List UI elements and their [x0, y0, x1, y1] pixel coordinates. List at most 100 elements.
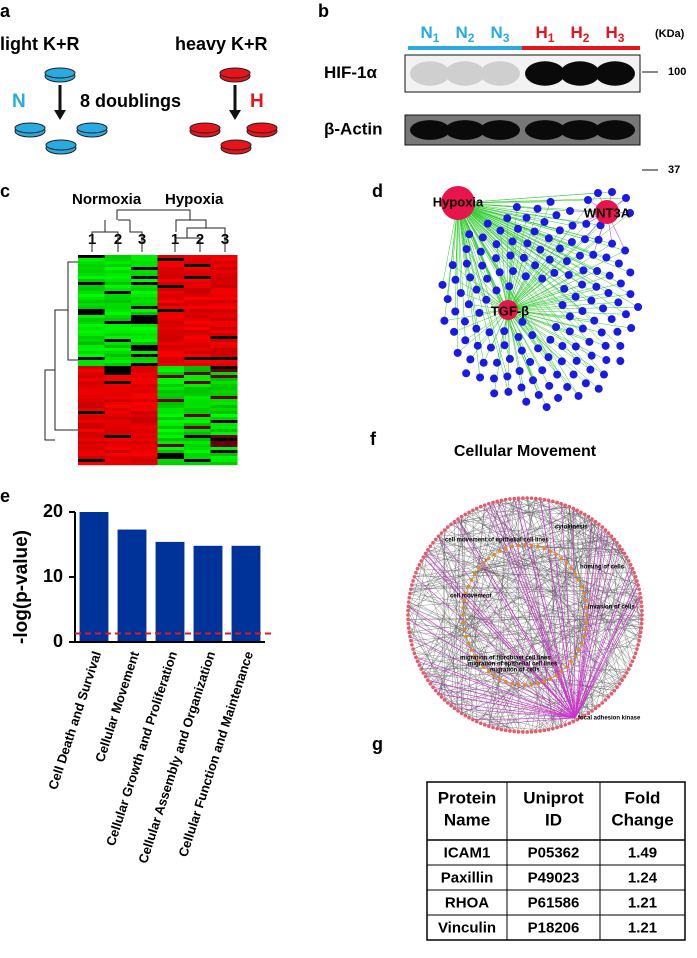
heatmap-cell — [131, 381, 158, 385]
node — [462, 598, 467, 603]
heatmap-cell — [184, 303, 211, 307]
edge — [430, 518, 593, 684]
node — [548, 549, 553, 553]
heatmap-cell — [184, 423, 211, 427]
node — [503, 497, 508, 502]
node — [431, 685, 435, 690]
heatmap-cell — [210, 306, 238, 310]
heatmap-cell — [104, 342, 132, 346]
edge — [535, 498, 572, 662]
edge — [408, 601, 465, 630]
node — [478, 721, 483, 726]
node — [408, 634, 412, 639]
heatmap-cell — [184, 276, 211, 280]
node — [564, 665, 569, 669]
node — [419, 559, 424, 563]
node — [428, 544, 433, 549]
node — [583, 598, 588, 603]
heatmap-cell — [210, 399, 238, 403]
heatmap-cell — [184, 399, 211, 403]
edge — [574, 568, 633, 719]
heatmap-cell — [131, 411, 158, 415]
heatmap-cell — [78, 369, 105, 373]
edge — [497, 501, 642, 603]
node — [596, 221, 605, 230]
heatmap-cell — [78, 432, 105, 436]
node — [620, 678, 624, 683]
node — [505, 282, 514, 291]
node — [603, 698, 608, 702]
node — [621, 246, 630, 255]
edge — [408, 627, 551, 680]
edge — [573, 601, 642, 722]
edge — [484, 717, 576, 726]
heatmap-cell — [184, 441, 211, 445]
edge — [574, 527, 603, 719]
heatmap-cell — [104, 288, 132, 292]
heatmap-cell — [157, 276, 185, 280]
edge — [499, 550, 642, 620]
edge — [480, 506, 579, 581]
edge — [407, 502, 494, 611]
node — [506, 251, 515, 260]
culture-dish — [220, 139, 252, 155]
edge — [417, 660, 576, 719]
node — [410, 583, 414, 587]
arrowhead — [54, 110, 66, 120]
heatmap-cell — [131, 360, 158, 364]
node — [578, 324, 587, 333]
node — [536, 245, 545, 254]
lane-label: H1 — [536, 23, 555, 45]
node — [579, 715, 583, 720]
heatmap-cell — [131, 303, 158, 307]
edge — [493, 554, 596, 709]
edge — [432, 542, 633, 569]
node — [477, 660, 481, 664]
heatmap-cell — [184, 420, 211, 424]
heatmap-cell — [210, 324, 238, 328]
edge — [531, 558, 562, 732]
node — [461, 336, 470, 345]
heatmap-cell — [104, 390, 132, 394]
heatmap-cell — [157, 408, 185, 412]
heatmap-cell — [104, 297, 132, 301]
heatmap-cell — [104, 447, 132, 451]
heatmap-cell — [184, 354, 211, 358]
heatmap-cell — [104, 306, 132, 310]
edge — [430, 614, 588, 684]
heatmap-cell — [157, 294, 185, 298]
table-cell: RHOA — [445, 894, 489, 911]
heatmap-cell — [78, 315, 105, 319]
node — [597, 522, 601, 527]
node — [523, 543, 527, 547]
panel-label: e — [0, 486, 10, 506]
edge — [465, 514, 519, 546]
edge — [427, 679, 576, 719]
heatmap-cell — [131, 372, 158, 376]
heatmap-cell — [78, 291, 105, 295]
edge — [574, 564, 631, 719]
heatmap-cell — [78, 390, 105, 394]
node — [635, 579, 639, 583]
heatmap-cell — [78, 384, 105, 388]
heatmap-cell — [210, 423, 238, 427]
edge — [451, 500, 549, 525]
node — [594, 384, 603, 393]
node — [482, 723, 487, 727]
heatmap-cell — [184, 318, 211, 322]
heatmap-cell — [184, 384, 211, 388]
node — [526, 357, 535, 366]
heatmap-cell — [157, 309, 185, 313]
heatmap-cell — [184, 432, 211, 436]
edge — [573, 508, 638, 582]
heatmap-cell — [210, 291, 238, 295]
heatmap-cell — [78, 330, 105, 334]
node — [406, 600, 411, 604]
heatmap-cell — [131, 324, 158, 328]
heatmap-cell — [210, 330, 238, 334]
heatmap-cell — [78, 453, 105, 457]
edge — [430, 649, 472, 684]
node — [500, 341, 509, 350]
table-header: Fold — [625, 788, 661, 807]
node — [567, 237, 576, 246]
